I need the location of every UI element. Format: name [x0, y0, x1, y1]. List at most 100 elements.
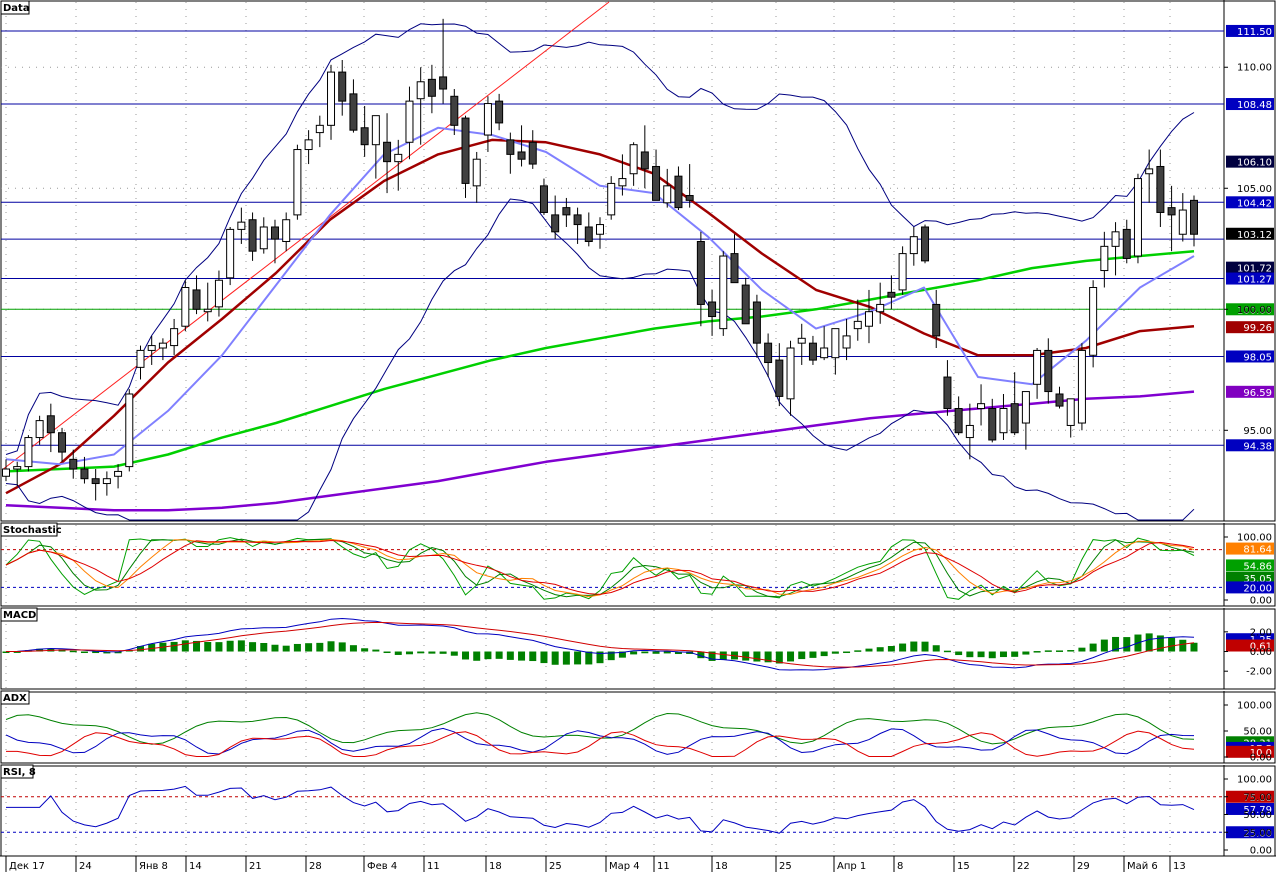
- candle-body: [450, 95, 459, 126]
- candle-body: [1111, 231, 1120, 247]
- candle-body: [775, 359, 784, 397]
- macd-histogram-bar: [316, 642, 324, 652]
- value-tag-label: 94.38: [1243, 441, 1272, 452]
- macd-histogram-bar: [775, 651, 783, 664]
- candle-body: [551, 214, 560, 233]
- macd-histogram-bar: [103, 651, 111, 654]
- macd-histogram-bar: [148, 643, 156, 652]
- candle-body: [618, 178, 627, 187]
- candle-body: [1190, 199, 1198, 235]
- candle-body: [506, 139, 515, 155]
- candle-body: [1167, 207, 1176, 216]
- candle-body: [853, 320, 862, 330]
- candle-body: [125, 393, 134, 468]
- macd-histogram-bar: [249, 642, 257, 652]
- macd-histogram-bar: [204, 642, 212, 652]
- value-tag-label: 98.05: [1243, 352, 1272, 363]
- trendline-red[interactable]: [1, 1, 610, 471]
- plus-di-line: [5, 727, 1195, 755]
- candle-body: [327, 71, 336, 126]
- value-tag: [1226, 155, 1274, 168]
- trendline[interactable]: [1, 1, 610, 471]
- candle-body: [405, 100, 414, 143]
- x-tick-label: 24: [79, 861, 92, 872]
- candle-body: [988, 408, 997, 441]
- macd-histogram-bar: [641, 651, 649, 654]
- candlesticks: [2, 18, 1198, 501]
- candle-body: [898, 253, 907, 291]
- macd-histogram-bar: [809, 651, 817, 658]
- macd-histogram-bar: [876, 647, 884, 652]
- x-tick-label: 22: [1017, 861, 1030, 872]
- value-tag: [1226, 802, 1274, 815]
- candle-body: [797, 337, 806, 344]
- candle-body: [1077, 349, 1086, 424]
- value-tag: [1226, 227, 1274, 240]
- macd-histogram-bar: [170, 641, 178, 652]
- value-tag-label: 10.0: [1250, 748, 1272, 759]
- value-tag: [1226, 826, 1274, 839]
- macd-histogram-bar: [1156, 635, 1164, 652]
- candle-body: [864, 311, 873, 327]
- macd-histogram-bar: [764, 651, 772, 663]
- ma-line: [5, 249, 1195, 473]
- value-tag-label: 104.42: [1237, 198, 1272, 209]
- minus-di-line: [6, 730, 1195, 757]
- stochastic-k: [5, 537, 1195, 600]
- macd-histogram-bar: [439, 651, 447, 654]
- x-tick-label: Апр 1: [837, 861, 866, 872]
- candle-body: [808, 342, 817, 361]
- panel-title-box-adx: [0, 690, 30, 705]
- value-tag-label: 99.26: [1243, 323, 1272, 334]
- value-tag: [1226, 790, 1274, 803]
- macd-histogram-bar: [596, 651, 604, 664]
- value-tag: [1226, 639, 1274, 652]
- value-tag-label: 81.64: [1243, 545, 1272, 556]
- value-tag-label: 100.00: [1237, 305, 1272, 316]
- candle-body: [517, 151, 526, 160]
- candle-body: [696, 241, 705, 305]
- x-tick-label: 14: [189, 861, 202, 872]
- value-tag-label: 54.86: [1243, 561, 1272, 572]
- macd-histogram-bar: [1044, 650, 1052, 652]
- candle-body: [192, 289, 201, 310]
- macd-histogram-bar: [405, 651, 413, 655]
- candle-body: [69, 458, 78, 470]
- macd-histogram-bar: [237, 640, 245, 652]
- candle-body: [416, 81, 425, 100]
- candle-body: [730, 253, 739, 284]
- y-tick-label: -2.00: [1246, 667, 1272, 678]
- macd-histogram-bar: [843, 651, 851, 654]
- x-tick-label: Янв 8: [139, 861, 168, 872]
- panel-title-rsi: RSI, 8: [3, 767, 36, 778]
- macd-histogram-bar: [36, 648, 44, 652]
- y-tick-label: 0.00: [1250, 596, 1272, 607]
- candle-body: [932, 303, 941, 337]
- x-tick-label: 25: [779, 861, 792, 872]
- macd-histogram-bar: [484, 651, 492, 660]
- candle-body: [999, 408, 1008, 434]
- candle-body: [719, 255, 728, 330]
- candle-body: [1133, 178, 1142, 257]
- candle-body: [909, 236, 918, 255]
- candle-body: [282, 219, 291, 243]
- x-tick-label: 18: [489, 861, 502, 872]
- macd-histogram-bar: [977, 651, 985, 658]
- candle-body: [80, 468, 89, 480]
- macd-histogram-bar: [69, 650, 77, 653]
- x-tick-label: Мар 4: [609, 861, 640, 872]
- y-tick-label: 110.00: [1237, 63, 1272, 74]
- macd-histogram-bar: [921, 641, 929, 652]
- candle-body: [248, 219, 257, 252]
- value-tag: [1226, 559, 1274, 572]
- value-tag: [1226, 581, 1274, 594]
- lower-indicators: [1, 537, 1224, 834]
- x-tick-label: Фев 4: [367, 861, 397, 872]
- macd-histogram-bar: [1100, 639, 1108, 652]
- x-tick-label: 11: [427, 861, 440, 872]
- candle-body: [607, 182, 616, 216]
- candle-body: [954, 408, 963, 434]
- candle-body: [46, 415, 55, 434]
- x-tick-label: 25: [549, 861, 562, 872]
